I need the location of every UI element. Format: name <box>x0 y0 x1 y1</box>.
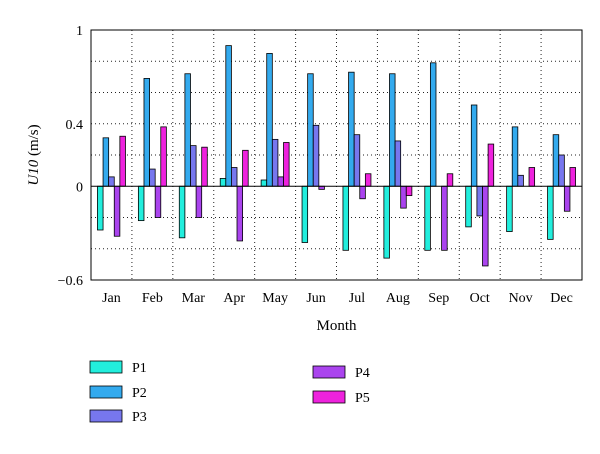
bar-p1-apr <box>219 178 227 187</box>
y-axis-label: U10 (m/s) <box>26 124 42 185</box>
bar-p2-oct <box>470 104 478 187</box>
bar-p2-aug <box>389 73 396 187</box>
bar-p5-feb <box>160 126 167 187</box>
y-tick-label: 1 <box>76 24 83 39</box>
bar-p5-aug <box>405 185 413 197</box>
bar-p3-jan <box>108 176 115 187</box>
x-tick-labels: Jan Feb Mar Apr May Jun Jul Aug Sep Oct Nov Dec <box>102 291 573 306</box>
bar-p4-aug <box>400 185 407 209</box>
legend-label-p5: P5 <box>355 391 370 406</box>
bar-p4-jul <box>359 185 366 200</box>
legend-label-p1: P1 <box>132 361 147 376</box>
legend-label-p3: P3 <box>132 410 147 425</box>
legend-swatch-p5 <box>312 390 346 404</box>
bar-p5-apr <box>242 149 249 187</box>
bar-p4-may <box>277 176 284 187</box>
bar-p2-dec <box>552 134 560 187</box>
bar-p1-sep <box>424 185 431 251</box>
bar-p2-jan <box>102 137 110 187</box>
bar-p1-dec <box>547 185 554 240</box>
bar-p1-jun <box>301 185 309 243</box>
bar-p3-apr <box>231 167 238 187</box>
bar-p5-jul <box>364 173 372 187</box>
bar-p3-mar <box>190 145 197 187</box>
legend-label-p4: P4 <box>355 366 370 381</box>
bar-p1-aug <box>383 185 390 259</box>
bar-p4-oct <box>482 185 489 267</box>
bar-p2-may <box>266 53 273 187</box>
x-tick-label: Oct <box>470 291 490 306</box>
bar-p4-apr <box>236 185 244 242</box>
bar-p4-sep <box>441 185 448 251</box>
x-tick-label: Apr <box>223 291 245 306</box>
bar-p1-may <box>260 179 268 187</box>
bar-p5-mar <box>201 146 208 187</box>
x-axis-label: Month <box>316 318 357 334</box>
bar-p3-nov <box>517 174 524 187</box>
x-tick-label: Sep <box>428 291 449 306</box>
y-tick-label: 0.4 <box>66 118 84 133</box>
legend-swatch-p2 <box>89 385 123 399</box>
bar-p3-may <box>271 138 279 187</box>
bar-p2-jul <box>348 71 355 187</box>
bar-p3-dec <box>558 154 565 187</box>
bar-p1-feb <box>137 185 145 222</box>
x-tick-label: Nov <box>509 291 533 306</box>
x-tick-label: Jul <box>349 291 365 306</box>
bar-p1-mar <box>178 185 186 239</box>
y-tick-label: −0.6 <box>58 274 83 289</box>
bar-p2-nov <box>511 126 519 187</box>
axes <box>90 29 583 281</box>
bar-p4-jan <box>113 185 121 237</box>
y-tick-labels: 1 0.4 0 −0.6 <box>58 24 83 289</box>
bar-p2-feb <box>143 78 150 187</box>
bar-p4-feb <box>154 185 162 218</box>
bar-p3-jul <box>353 134 361 187</box>
bar-p3-aug <box>394 140 402 187</box>
bar-p3-feb <box>149 168 156 187</box>
bar-p5-dec <box>569 167 576 187</box>
x-tick-label: Feb <box>142 291 163 306</box>
bar-p4-dec <box>563 185 571 212</box>
bar-p1-nov <box>506 185 513 232</box>
bar-p5-nov <box>528 167 536 187</box>
bar-p4-mar <box>195 185 203 218</box>
legend-swatch-p3 <box>89 409 123 423</box>
plot-frame <box>90 29 583 281</box>
bar-p3-jun <box>312 124 320 187</box>
bar-p2-sep <box>429 62 437 187</box>
legend-swatch-p4 <box>312 365 346 379</box>
legend: P1 P2 P3 P4 P5 <box>89 360 370 425</box>
x-tick-label: Mar <box>182 291 206 306</box>
bar-p2-apr <box>225 45 232 187</box>
x-tick-label: Dec <box>550 291 573 306</box>
bar-p5-oct <box>487 143 495 187</box>
y-tick-label: 0 <box>76 180 83 195</box>
bar-p1-jan <box>97 185 104 231</box>
legend-label-p2: P2 <box>132 386 147 401</box>
x-tick-label: May <box>262 291 288 306</box>
x-tick-label: Jun <box>306 291 325 306</box>
bar-p1-jul <box>342 185 349 251</box>
bar-p5-may <box>283 142 290 187</box>
bar-p1-oct <box>465 185 472 228</box>
bar-p3-oct <box>476 185 483 217</box>
gridlines <box>91 30 582 280</box>
bar-p5-sep <box>446 173 454 187</box>
x-tick-label: Aug <box>386 291 410 306</box>
bar-p2-jun <box>307 73 314 187</box>
bar-p5-jan <box>119 135 126 187</box>
bar-p2-mar <box>184 73 191 187</box>
legend-swatch-p1 <box>89 360 123 374</box>
x-tick-label: Jan <box>102 291 121 306</box>
